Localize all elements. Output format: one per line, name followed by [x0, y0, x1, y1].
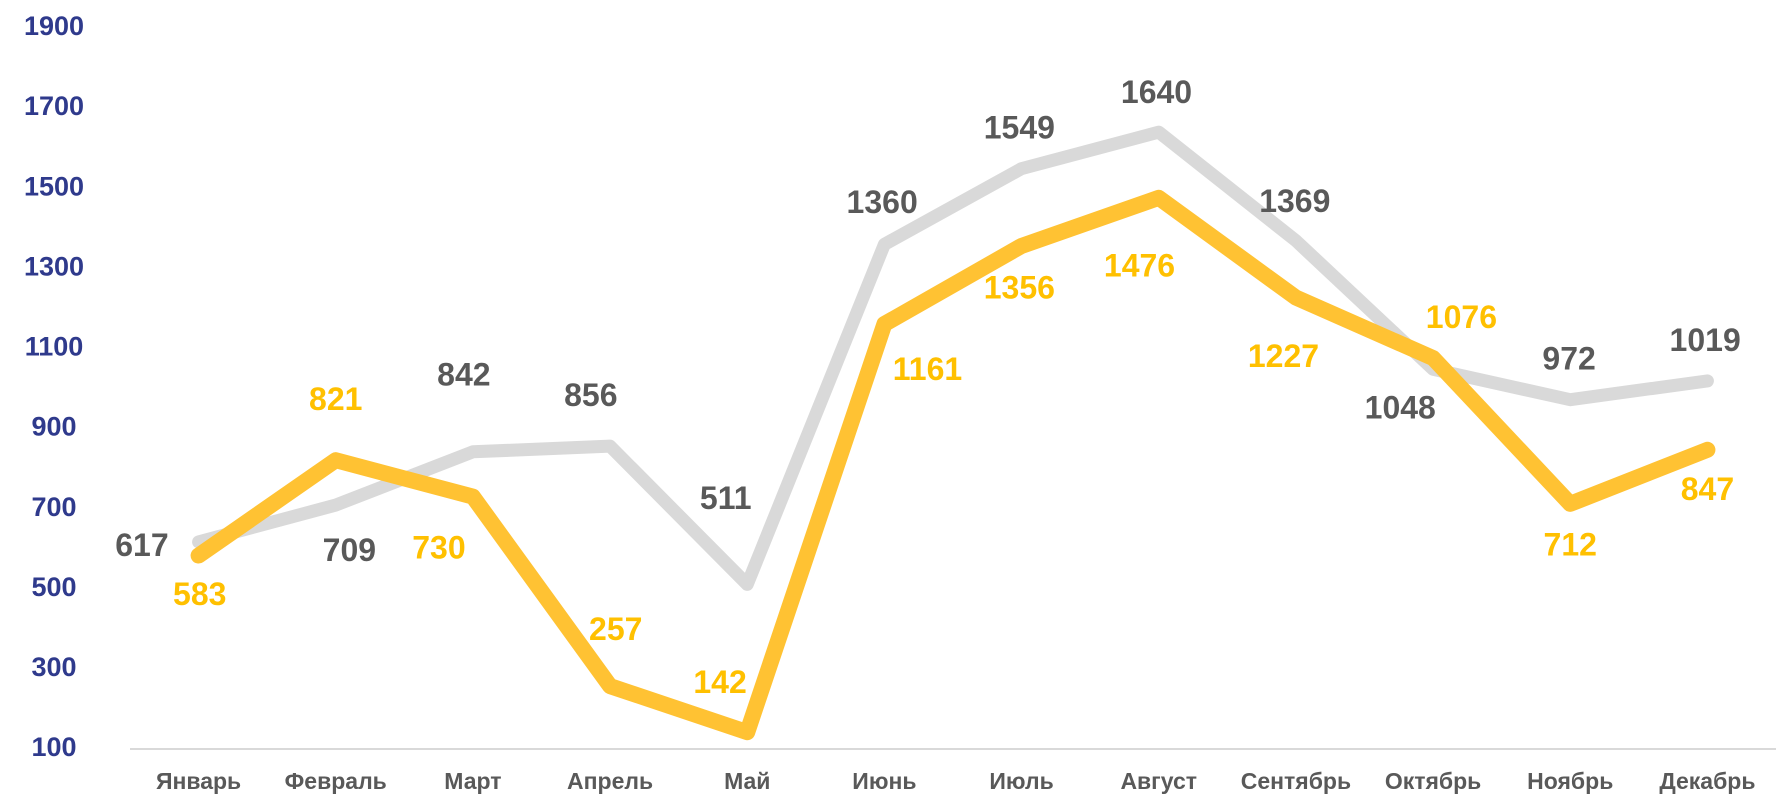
data-label: 1360 [847, 184, 918, 220]
line [190, 189, 1716, 741]
data-label: 821 [309, 381, 362, 417]
x-tick-label: Июль [989, 768, 1053, 794]
x-tick-label: Сентябрь [1241, 768, 1351, 794]
x-tick-label: Апрель [567, 768, 653, 794]
x-tick-label: Ноябрь [1527, 768, 1613, 794]
data-label: 1227 [1248, 338, 1319, 374]
data-label: 1356 [984, 270, 1055, 306]
y-tick-label: 100 [31, 732, 76, 762]
x-tick-label: Октябрь [1385, 768, 1481, 794]
data-label: 1076 [1426, 299, 1497, 335]
y-tick-label: 1900 [24, 11, 84, 41]
x-tick-label: Январь [156, 768, 241, 794]
x-tick-label: Март [444, 768, 501, 794]
data-label: 712 [1544, 526, 1597, 562]
x-tick-label: Февраль [285, 768, 387, 794]
data-label: 1161 [893, 351, 962, 387]
data-label: 617 [115, 527, 168, 563]
data-label: 856 [564, 377, 617, 413]
x-tick-label: Май [724, 768, 770, 794]
data-label: 511 [700, 480, 752, 516]
x-tick-label: Август [1120, 768, 1197, 794]
y-tick-label: 1500 [24, 171, 84, 201]
y-tick-label: 1700 [24, 91, 84, 121]
y-tick-label: 300 [31, 652, 76, 682]
x-tick-label: Декабрь [1659, 768, 1755, 794]
y-tick-label: 700 [31, 492, 76, 522]
data-label: 257 [589, 611, 642, 647]
data-label: 1369 [1259, 183, 1330, 219]
y-tick-label: 500 [31, 572, 76, 602]
data-label: 730 [412, 529, 465, 565]
data-label: 972 [1542, 341, 1595, 377]
data-label: 1476 [1104, 248, 1175, 284]
data-label: 847 [1681, 471, 1734, 507]
data-label: 1549 [984, 110, 1055, 146]
data-label: 1640 [1121, 74, 1192, 110]
y-tick-label: 1100 [25, 332, 84, 362]
data-label: 709 [323, 532, 376, 568]
x-tick-label: Июнь [852, 768, 916, 794]
data-label: 1048 [1365, 390, 1436, 426]
data-label: 1019 [1670, 322, 1741, 358]
y-tick-label: 900 [31, 412, 76, 442]
data-label: 142 [693, 664, 746, 700]
y-tick-label: 1300 [24, 251, 84, 281]
data-label: 842 [437, 356, 490, 392]
data-label: 583 [173, 576, 226, 612]
